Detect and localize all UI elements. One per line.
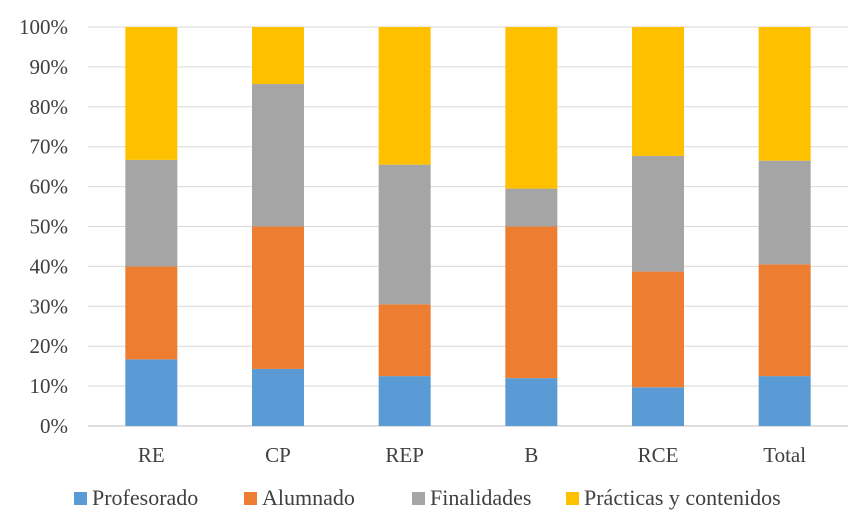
bar-segment-profesorado-rep (378, 376, 431, 426)
x-tick-label: RCE (638, 443, 679, 467)
bar-segment-alumnado-b (505, 226, 558, 379)
x-tick-label: B (524, 443, 538, 467)
x-tick-label: RE (138, 443, 165, 467)
legend: Profesorado Alumnado Finalidades Prácticas … (74, 485, 781, 510)
bar-segment-alumnado-total (758, 264, 811, 377)
x-tick-label: CP (265, 443, 291, 467)
y-tick-label: 70% (30, 135, 69, 159)
bar-segment-finalidades-rep (378, 164, 431, 305)
y-tick-label: 10% (30, 374, 69, 398)
bar-segment-pr-cticas-y-contenidos-cp (252, 27, 304, 85)
bar-segment-finalidades-b (505, 188, 558, 227)
x-axis-tick-labels: RE CP REP B RCE Total (138, 443, 806, 467)
bar-segment-finalidades-total (758, 160, 811, 265)
bar-segment-pr-cticas-y-contenidos-total (758, 27, 811, 161)
y-tick-label: 100% (19, 15, 68, 39)
y-axis-tick-labels: 0% 10% 20% 30% 40% 50% 60% 70% 80% 90% 100% (19, 15, 68, 438)
y-tick-label: 40% (30, 254, 69, 278)
y-tick-label: 60% (30, 175, 69, 199)
legend-swatch (74, 492, 87, 505)
bar-segment-profesorado-b (505, 378, 558, 426)
gridlines (88, 26, 848, 427)
x-tick-label: REP (385, 443, 424, 467)
bar-segment-finalidades-rce (632, 155, 684, 272)
legend-label: Profesorado (92, 485, 198, 510)
bar-segment-profesorado-rce (632, 387, 684, 426)
bar-segment-alumnado-rep (378, 304, 431, 377)
legend-swatch (566, 492, 579, 505)
bar-segment-alumnado-rce (632, 271, 684, 388)
bars (125, 27, 811, 426)
legend-label: Alumnado (262, 485, 355, 510)
legend-label: Finalidades (430, 485, 531, 510)
legend-swatch (244, 492, 257, 505)
y-tick-label: 20% (30, 334, 69, 358)
x-tick-label: Total (763, 443, 806, 467)
bar-segment-profesorado-total (758, 376, 811, 426)
bar-segment-pr-cticas-y-contenidos-b (505, 27, 558, 189)
bar-segment-finalidades-re (125, 159, 178, 267)
bar-segment-pr-cticas-y-contenidos-rce (632, 27, 684, 156)
bar-segment-pr-cticas-y-contenidos-re (125, 27, 178, 160)
bar-segment-profesorado-cp (252, 368, 304, 426)
bar-segment-finalidades-cp (252, 84, 304, 227)
y-tick-label: 50% (30, 215, 69, 239)
bar-segment-alumnado-cp (252, 226, 304, 369)
bar-segment-alumnado-re (125, 266, 178, 360)
bar-segment-profesorado-re (125, 359, 178, 426)
legend-label: Prácticas y contenidos (584, 485, 781, 510)
bar-segment-pr-cticas-y-contenidos-rep (378, 27, 431, 165)
legend-swatch (412, 492, 425, 505)
y-tick-label: 0% (40, 414, 68, 438)
y-tick-label: 30% (30, 294, 69, 318)
y-tick-label: 80% (30, 95, 69, 119)
y-tick-label: 90% (30, 55, 69, 79)
